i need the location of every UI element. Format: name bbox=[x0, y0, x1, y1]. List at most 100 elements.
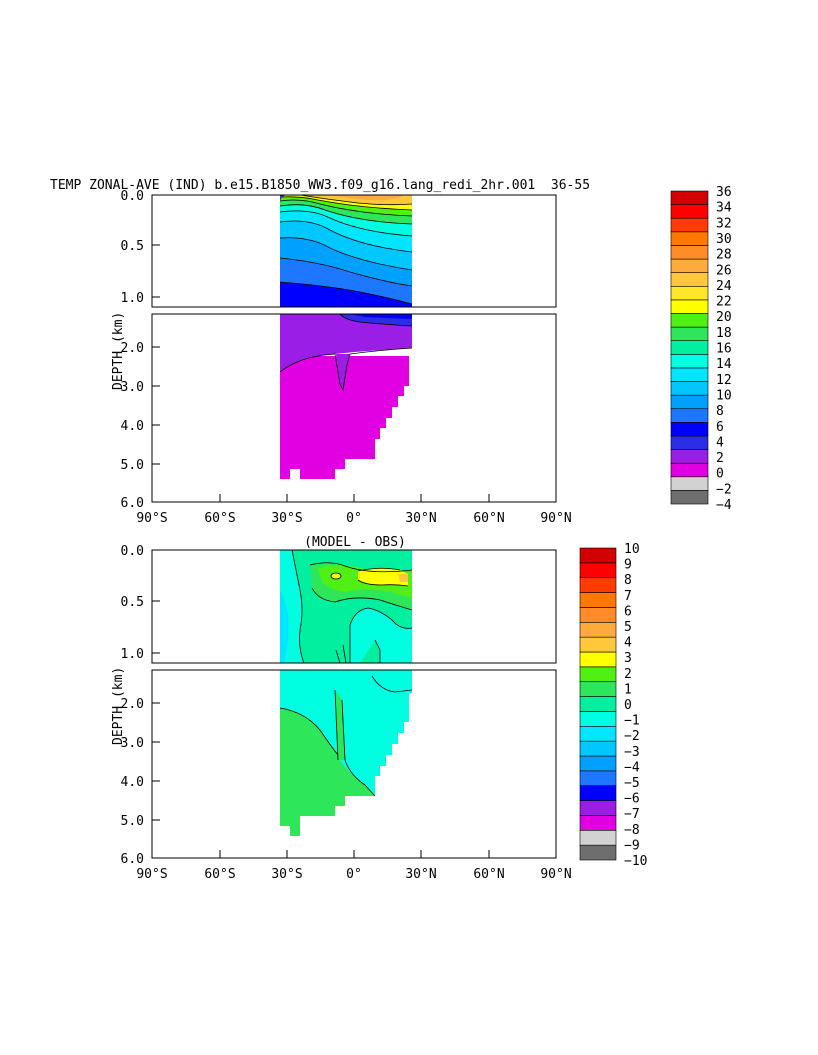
diff-upper-spot bbox=[330, 572, 342, 580]
temp-colorbar-swatch bbox=[670, 326, 709, 341]
temp-colorbar-label: 2 bbox=[716, 451, 724, 466]
temp-upper-layer-9 bbox=[280, 196, 412, 216]
temp-deep-magenta bbox=[280, 356, 409, 479]
temp-x-tickmarks bbox=[219, 494, 490, 502]
temp-colorbar-label: 6 bbox=[716, 420, 724, 435]
diff-upper-orange-spot bbox=[398, 574, 408, 582]
temp-upper-layer-6 bbox=[280, 210, 412, 252]
diff-ytick: 5.0 bbox=[121, 814, 144, 829]
diff-colorbar-label: −8 bbox=[624, 823, 640, 838]
temp-colorbar-label: 30 bbox=[716, 232, 732, 247]
temp-ytick: 1.0 bbox=[121, 291, 144, 306]
temp-upper-layer-7 bbox=[280, 204, 412, 236]
temp-colorbar-swatch bbox=[670, 394, 709, 410]
temp-colorbar-label: 14 bbox=[716, 357, 732, 372]
diff-colorbar-label: 3 bbox=[624, 651, 632, 666]
diff-xtick: 60°N bbox=[473, 867, 504, 882]
temp-panel: TEMP ZONAL-AVE (IND) b.e15.B1850_WW3.f09… bbox=[50, 178, 732, 526]
temp-colorbar-label: 0 bbox=[716, 467, 724, 482]
diff-upper-frame bbox=[151, 549, 557, 664]
temp-colorbar-label: 16 bbox=[716, 342, 732, 357]
diff-colorbar-label: 10 bbox=[624, 542, 640, 557]
diff-colorbar-label: −4 bbox=[624, 760, 640, 775]
temp-colorbar-swatch bbox=[670, 381, 709, 396]
temp-colorbar-swatch bbox=[670, 422, 709, 437]
temp-deep-blue-strip bbox=[350, 314, 412, 319]
temp-colorbar-swatch bbox=[670, 217, 709, 233]
temp-upper-field bbox=[279, 194, 413, 307]
diff-colorbar-label: −10 bbox=[624, 854, 647, 869]
diff-colorbar-swatch bbox=[579, 785, 617, 801]
temp-colorbar-label: −2 bbox=[716, 482, 732, 497]
diff-ytick: 4.0 bbox=[121, 775, 144, 790]
diff-ytick: 2.0 bbox=[121, 697, 144, 712]
temp-ytick: 0.0 bbox=[121, 189, 144, 204]
diff-colorbar-swatch bbox=[579, 621, 617, 638]
temp-ytick: 5.0 bbox=[121, 458, 144, 473]
diff-panel: (MODEL - OBS) DEPTH (km) 0.0 0.5 1.0 bbox=[111, 535, 647, 882]
temp-colorbar-label: 8 bbox=[716, 404, 724, 419]
temp-colorbar-label: 26 bbox=[716, 263, 732, 278]
diff-lower-green bbox=[280, 708, 375, 836]
diff-y-ticks: 0.0 0.5 1.0 2.0 3.0 4.0 5.0 6.0 bbox=[121, 544, 144, 867]
diff-colorbar-swatch bbox=[579, 562, 617, 579]
temp-upper-layer-12 bbox=[330, 195, 405, 201]
diff-colorbar-swatch bbox=[579, 636, 617, 653]
temp-colorbar-swatch bbox=[670, 490, 709, 505]
temp-upper-layer-5 bbox=[280, 221, 412, 270]
temp-colorbar-swatch bbox=[670, 285, 709, 301]
temp-upper-frame bbox=[151, 194, 557, 308]
temp-xtick: 60°N bbox=[473, 511, 504, 526]
diff-colorbar-label: −5 bbox=[624, 776, 640, 791]
diff-colorbar-label: 2 bbox=[624, 667, 632, 682]
temp-colorbar-label: 32 bbox=[716, 216, 732, 231]
temp-y-ticks: 0.0 0.5 1.0 2.0 3.0 4.0 5.0 6.0 bbox=[121, 189, 144, 511]
diff-colorbar-label: 5 bbox=[624, 620, 632, 635]
diff-xtick: 30°N bbox=[405, 867, 436, 882]
diff-colorbar-label: 6 bbox=[624, 604, 632, 619]
diff-xtick: 90°S bbox=[136, 867, 167, 882]
diff-colorbar-label: −2 bbox=[624, 729, 640, 744]
temp-lower-field bbox=[279, 313, 413, 479]
temp-colorbar-label: 12 bbox=[716, 373, 732, 388]
diff-colorbar-swatch bbox=[579, 547, 617, 564]
diff-colorbar-swatch bbox=[579, 681, 617, 697]
temp-colorbar-swatch bbox=[670, 462, 709, 478]
temp-ytick: 0.5 bbox=[121, 239, 144, 254]
temp-colorbar-swatch bbox=[670, 231, 709, 246]
diff-xtick: 60°S bbox=[204, 867, 235, 882]
diff-contours-lower bbox=[279, 675, 413, 797]
temp-colorbar-label: 22 bbox=[716, 295, 732, 310]
temp-colorbar-label: 10 bbox=[716, 388, 732, 403]
temp-xtick: 90°S bbox=[136, 511, 167, 526]
temp-colorbar-swatch bbox=[670, 476, 709, 491]
diff-colorbar-swatch bbox=[579, 829, 617, 846]
diff-ytick: 0.5 bbox=[121, 595, 144, 610]
temp-colorbar-label: −4 bbox=[716, 498, 732, 513]
diff-colorbar-swatch bbox=[579, 696, 617, 712]
diff-colorbar-swatch bbox=[579, 725, 617, 742]
diff-xtick: 0° bbox=[346, 867, 362, 882]
diff-x-ticks: 90°S 60°S 30°S 0° 30°N 60°N 90°N bbox=[136, 867, 571, 882]
diff-ytick: 3.0 bbox=[121, 736, 144, 751]
diff-colorbar-swatch bbox=[579, 651, 617, 668]
diff-colorbar-swatch bbox=[579, 607, 617, 623]
temp-xtick: 30°N bbox=[405, 511, 436, 526]
diff-title: (MODEL - OBS) bbox=[304, 535, 406, 550]
temp-ytick: 6.0 bbox=[121, 496, 144, 511]
diff-x-tickmarks bbox=[219, 850, 490, 858]
temp-colorbar-label: 4 bbox=[716, 435, 724, 450]
diff-colorbar-label: −6 bbox=[624, 792, 640, 807]
diff-colorbar-label: −7 bbox=[624, 807, 640, 822]
temp-upper-layer-3 bbox=[280, 258, 412, 304]
diff-colorbar-label: −1 bbox=[624, 714, 640, 729]
temp-colorbar-label: 36 bbox=[716, 185, 732, 200]
temp-ytick: 2.0 bbox=[121, 341, 144, 356]
temp-colorbar-swatch bbox=[670, 408, 709, 423]
diff-upper-field bbox=[280, 549, 413, 664]
temp-colorbar-label: 24 bbox=[716, 279, 732, 294]
diff-contours-upper bbox=[291, 549, 413, 664]
diff-ytick: 1.0 bbox=[121, 647, 144, 662]
